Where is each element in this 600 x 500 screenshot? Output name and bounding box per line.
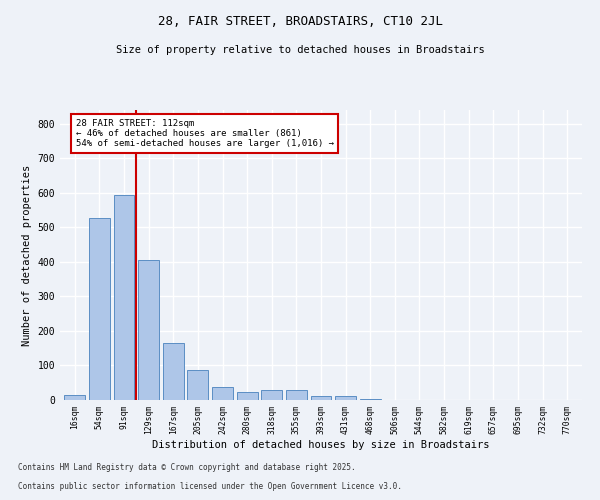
Bar: [89, 218, 110, 400]
Text: Contains HM Land Registry data © Crown copyright and database right 2025.: Contains HM Land Registry data © Crown c…: [18, 464, 356, 472]
Bar: [138, 260, 159, 400]
X-axis label: Distribution of detached houses by size in Broadstairs: Distribution of detached houses by size …: [152, 440, 490, 450]
Y-axis label: Number of detached properties: Number of detached properties: [22, 164, 32, 346]
Text: 28, FAIR STREET, BROADSTAIRS, CT10 2JL: 28, FAIR STREET, BROADSTAIRS, CT10 2JL: [157, 15, 443, 28]
Text: Size of property relative to detached houses in Broadstairs: Size of property relative to detached ho…: [116, 45, 484, 55]
Text: 28 FAIR STREET: 112sqm
← 46% of detached houses are smaller (861)
54% of semi-de: 28 FAIR STREET: 112sqm ← 46% of detached…: [76, 118, 334, 148]
Bar: [335, 396, 356, 400]
Bar: [163, 343, 184, 400]
Bar: [64, 395, 85, 400]
Bar: [236, 392, 257, 400]
Bar: [187, 370, 208, 400]
Bar: [113, 194, 134, 400]
Bar: [311, 396, 331, 400]
Bar: [360, 398, 381, 400]
Bar: [212, 387, 233, 400]
Bar: [261, 390, 282, 400]
Bar: [286, 390, 307, 400]
Text: Contains public sector information licensed under the Open Government Licence v3: Contains public sector information licen…: [18, 482, 402, 491]
